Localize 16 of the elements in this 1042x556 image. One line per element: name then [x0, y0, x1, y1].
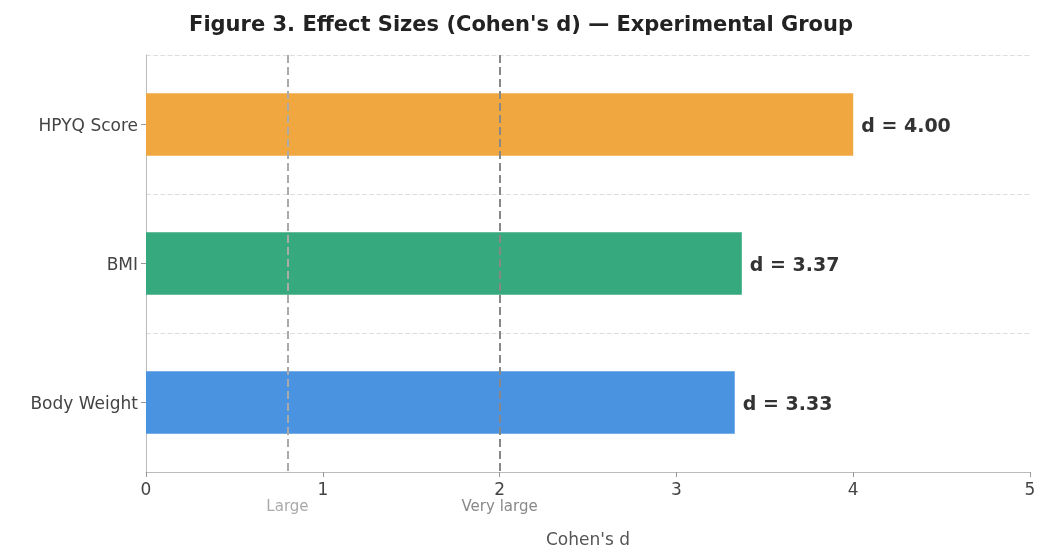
x-tick-label: 2	[494, 478, 506, 499]
y-tick-label: BMI	[106, 253, 138, 274]
x-tick-label: 3	[670, 478, 682, 499]
chart-title: Figure 3. Effect Sizes (Cohen's d) — Experimental Group	[189, 11, 853, 36]
ref-line-label: Very large	[461, 496, 538, 515]
data-label: d = 4.00	[861, 113, 951, 136]
x-tick-label: 0	[140, 478, 152, 499]
data-label: d = 3.37	[749, 252, 840, 275]
x-tick-label: 5	[1024, 478, 1036, 499]
x-tick-label: 1	[317, 478, 329, 499]
x-axis-title: Cohen's d	[545, 528, 631, 549]
y-tick-label: HPYQ Score	[38, 114, 138, 135]
x-tick-label: 4	[847, 478, 859, 499]
ref-line-label: Large	[266, 496, 309, 515]
data-label: d = 3.33	[742, 391, 833, 414]
y-tick-label: Body Weight	[30, 392, 139, 413]
